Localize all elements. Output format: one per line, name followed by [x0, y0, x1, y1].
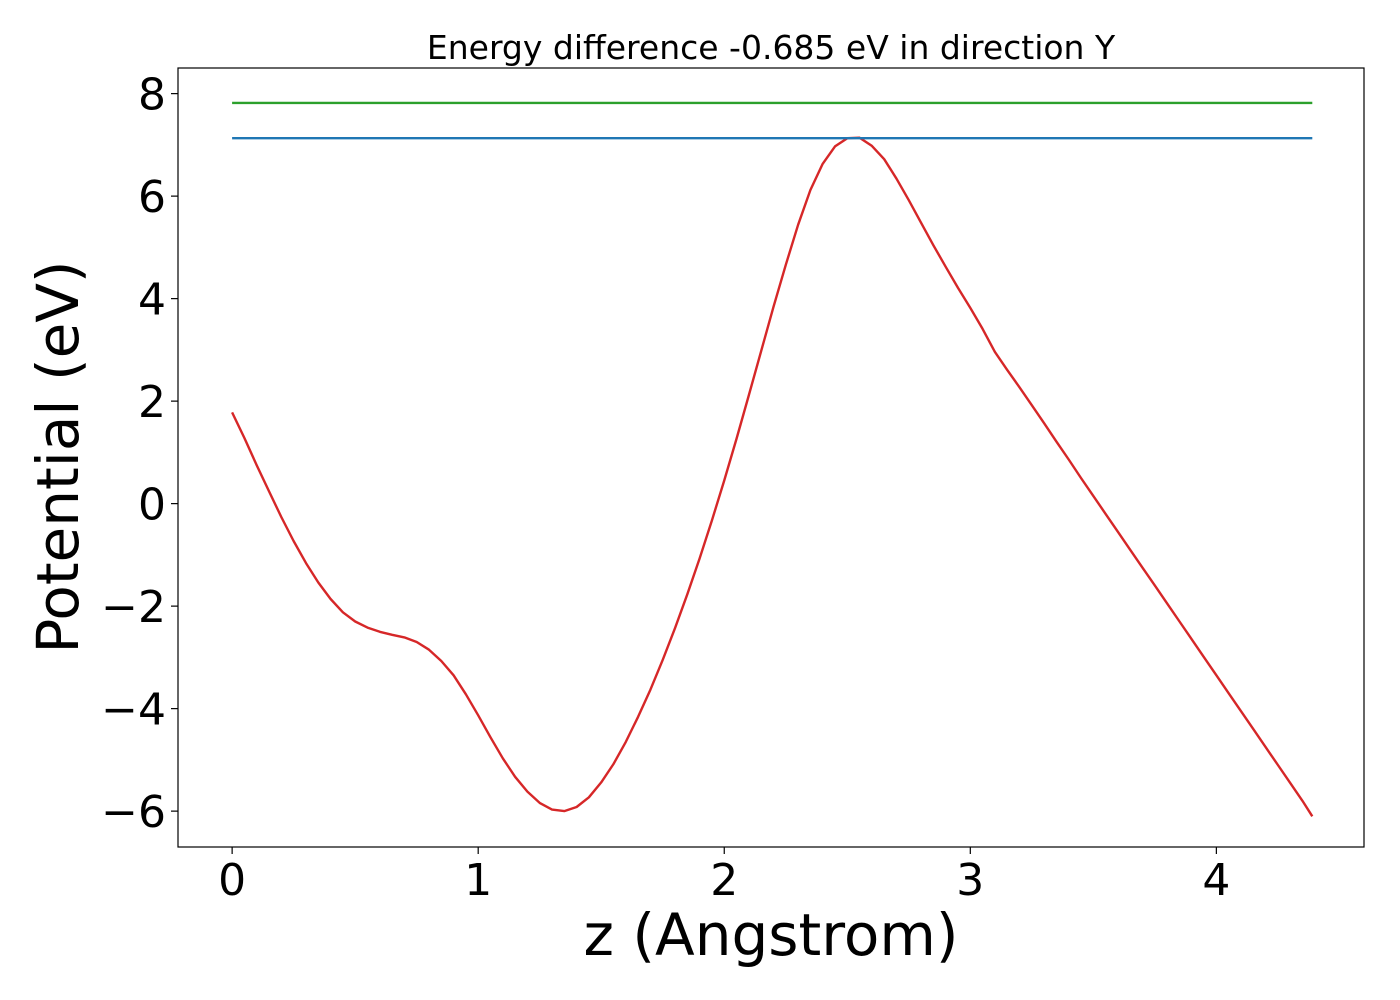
x-tick-label: 1 — [464, 855, 492, 906]
y-tick-label: 2 — [138, 377, 166, 428]
y-tick-label: −2 — [101, 582, 166, 633]
y-axis-ticks: −6 −4 −2 0 2 4 6 8 — [101, 70, 178, 838]
y-tick-label: −4 — [101, 685, 166, 736]
y-tick-label: 6 — [138, 172, 166, 223]
x-axis-title: z (Angstrom) — [584, 901, 959, 969]
x-axis-ticks: 0 1 2 3 4 — [218, 847, 1230, 906]
plot-area — [231, 101, 1314, 817]
x-tick-label: 0 — [218, 855, 246, 906]
plot-frame — [177, 67, 1365, 848]
y-tick-label: 0 — [138, 480, 166, 531]
x-tick-label: 2 — [710, 855, 738, 906]
y-tick-label: 4 — [138, 275, 166, 326]
x-tick-label: 3 — [956, 855, 984, 906]
chart-title: Energy difference -0.685 eV in direction… — [427, 28, 1116, 67]
series-line-0 — [231, 136, 1314, 817]
y-tick-label: −6 — [101, 787, 166, 838]
y-tick-label: 8 — [138, 70, 166, 121]
x-tick-label: 4 — [1202, 855, 1230, 906]
y-axis-title: Potential (eV) — [24, 260, 92, 653]
